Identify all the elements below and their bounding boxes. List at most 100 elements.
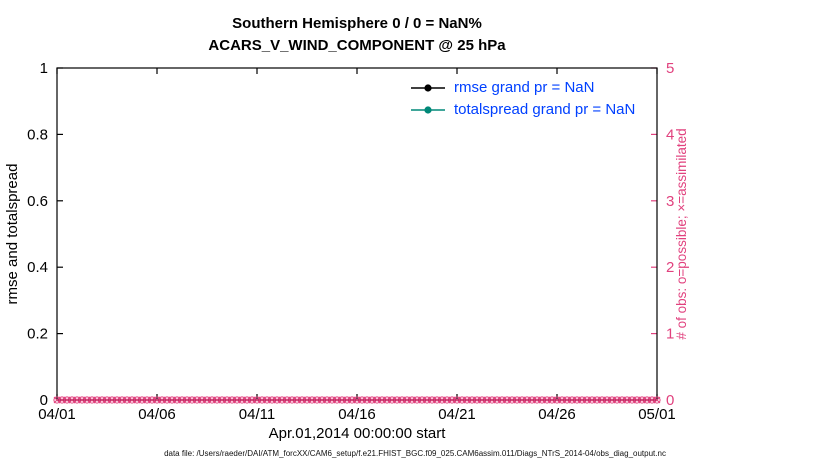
obs-possible-marker — [373, 396, 381, 404]
obs-possible-marker — [83, 396, 91, 404]
plot-title-line1: Southern Hemisphere 0 / 0 = NaN% — [232, 15, 482, 32]
right-tick-label: 5 — [666, 60, 674, 77]
obs-possible-marker — [463, 396, 471, 404]
obs-assimilated-marker — [458, 396, 466, 404]
obs-possible-marker — [138, 396, 146, 404]
obs-assimilated-marker — [623, 396, 631, 404]
obs-possible-marker — [623, 396, 631, 404]
obs-assimilated-marker — [388, 396, 396, 404]
obs-assimilated-marker — [378, 396, 386, 404]
obs-assimilated-marker — [108, 396, 116, 404]
obs-assimilated-marker — [593, 396, 601, 404]
obs-possible-marker — [123, 396, 131, 404]
totalspread-line-marker-icon — [411, 105, 445, 114]
obs-assimilated-marker — [488, 396, 496, 404]
obs-possible-marker — [58, 396, 66, 404]
obs-possible-marker — [338, 396, 346, 404]
obs-possible-marker — [603, 396, 611, 404]
obs-possible-marker — [288, 396, 296, 404]
right-tick-label: 1 — [666, 326, 674, 343]
obs-assimilated-marker — [83, 396, 91, 404]
obs-possible-marker — [443, 396, 451, 404]
obs-assimilated-marker — [138, 396, 146, 404]
obs-assimilated-marker — [298, 396, 306, 404]
obs-possible-marker — [188, 396, 196, 404]
obs-possible-marker — [513, 396, 521, 404]
obs-assimilated-marker — [233, 396, 241, 404]
obs-assimilated-marker — [333, 396, 341, 404]
right-y-axis-label: # of obs: o=possible; ×=assimilated — [674, 128, 689, 339]
obs-assimilated-marker — [523, 396, 531, 404]
obs-possible-marker — [393, 396, 401, 404]
obs-assimilated-marker — [53, 396, 61, 404]
obs-possible-marker — [328, 396, 336, 404]
obs-assimilated-marker — [648, 396, 656, 404]
obs-assimilated-marker — [258, 396, 266, 404]
legend-label-totalspread: totalspread grand pr = NaN — [454, 101, 636, 118]
obs-assimilated-marker — [453, 396, 461, 404]
obs-possible-marker — [278, 396, 286, 404]
obs-assimilated-marker — [393, 396, 401, 404]
obs-assimilated-marker — [228, 396, 236, 404]
obs-possible-marker — [548, 396, 556, 404]
obs-possible-marker — [568, 396, 576, 404]
obs-possible-marker — [648, 396, 656, 404]
obs-assimilated-marker — [198, 396, 206, 404]
obs-possible-marker — [133, 396, 141, 404]
obs-possible-marker — [428, 396, 436, 404]
obs-possible-marker — [298, 396, 306, 404]
obs-assimilated-marker — [473, 396, 481, 404]
obs-assimilated-marker — [68, 396, 76, 404]
obs-possible-marker — [633, 396, 641, 404]
obs-assimilated-marker — [408, 396, 416, 404]
obs-possible-marker — [553, 396, 561, 404]
left-tick-label: 0.2 — [27, 326, 48, 343]
obs-possible-marker — [638, 396, 646, 404]
obs-possible-marker — [343, 396, 351, 404]
obs-assimilated-marker — [463, 396, 471, 404]
obs-possible-marker — [258, 396, 266, 404]
obs-possible-marker — [608, 396, 616, 404]
obs-assimilated-marker — [443, 396, 451, 404]
left-tick-label: 0 — [40, 392, 48, 409]
obs-assimilated-marker — [368, 396, 376, 404]
obs-possible-marker — [118, 396, 126, 404]
legend-label-rmse: rmse grand pr = NaN — [454, 79, 595, 96]
obs-possible-marker — [383, 396, 391, 404]
obs-possible-marker — [523, 396, 531, 404]
right-tick-label: 0 — [666, 392, 674, 409]
obs-assimilated-marker — [603, 396, 611, 404]
obs-assimilated-marker — [478, 396, 486, 404]
obs-possible-marker — [493, 396, 501, 404]
x-axis-label: Apr.01,2014 00:00:00 start — [268, 425, 446, 442]
obs-assimilated-marker — [403, 396, 411, 404]
obs-possible-marker — [213, 396, 221, 404]
obs-possible-marker — [248, 396, 256, 404]
obs-possible-marker — [273, 396, 281, 404]
obs-assimilated-marker — [288, 396, 296, 404]
legend-item-totalspread: totalspread grand pr = NaN — [410, 101, 635, 118]
obs-possible-marker — [468, 396, 476, 404]
obs-possible-marker — [283, 396, 291, 404]
obs-assimilated-marker — [178, 396, 186, 404]
obs-assimilated-marker — [468, 396, 476, 404]
obs-assimilated-marker — [248, 396, 256, 404]
obs-possible-marker — [148, 396, 156, 404]
obs-possible-marker — [448, 396, 456, 404]
obs-possible-marker — [618, 396, 626, 404]
obs-assimilated-marker — [148, 396, 156, 404]
obs-possible-marker — [228, 396, 236, 404]
obs-possible-marker — [293, 396, 301, 404]
obs-possible-marker — [263, 396, 271, 404]
obs-possible-marker — [538, 396, 546, 404]
obs-assimilated-marker — [103, 396, 111, 404]
obs-possible-marker — [473, 396, 481, 404]
left-tick-label: 0.8 — [27, 126, 48, 143]
data-file-caption: data file: /Users/raeder/DAI/ATM_forcXX/… — [164, 449, 666, 458]
obs-possible-marker — [108, 396, 116, 404]
obs-assimilated-marker — [608, 396, 616, 404]
obs-assimilated-marker — [128, 396, 136, 404]
obs-possible-marker — [63, 396, 71, 404]
